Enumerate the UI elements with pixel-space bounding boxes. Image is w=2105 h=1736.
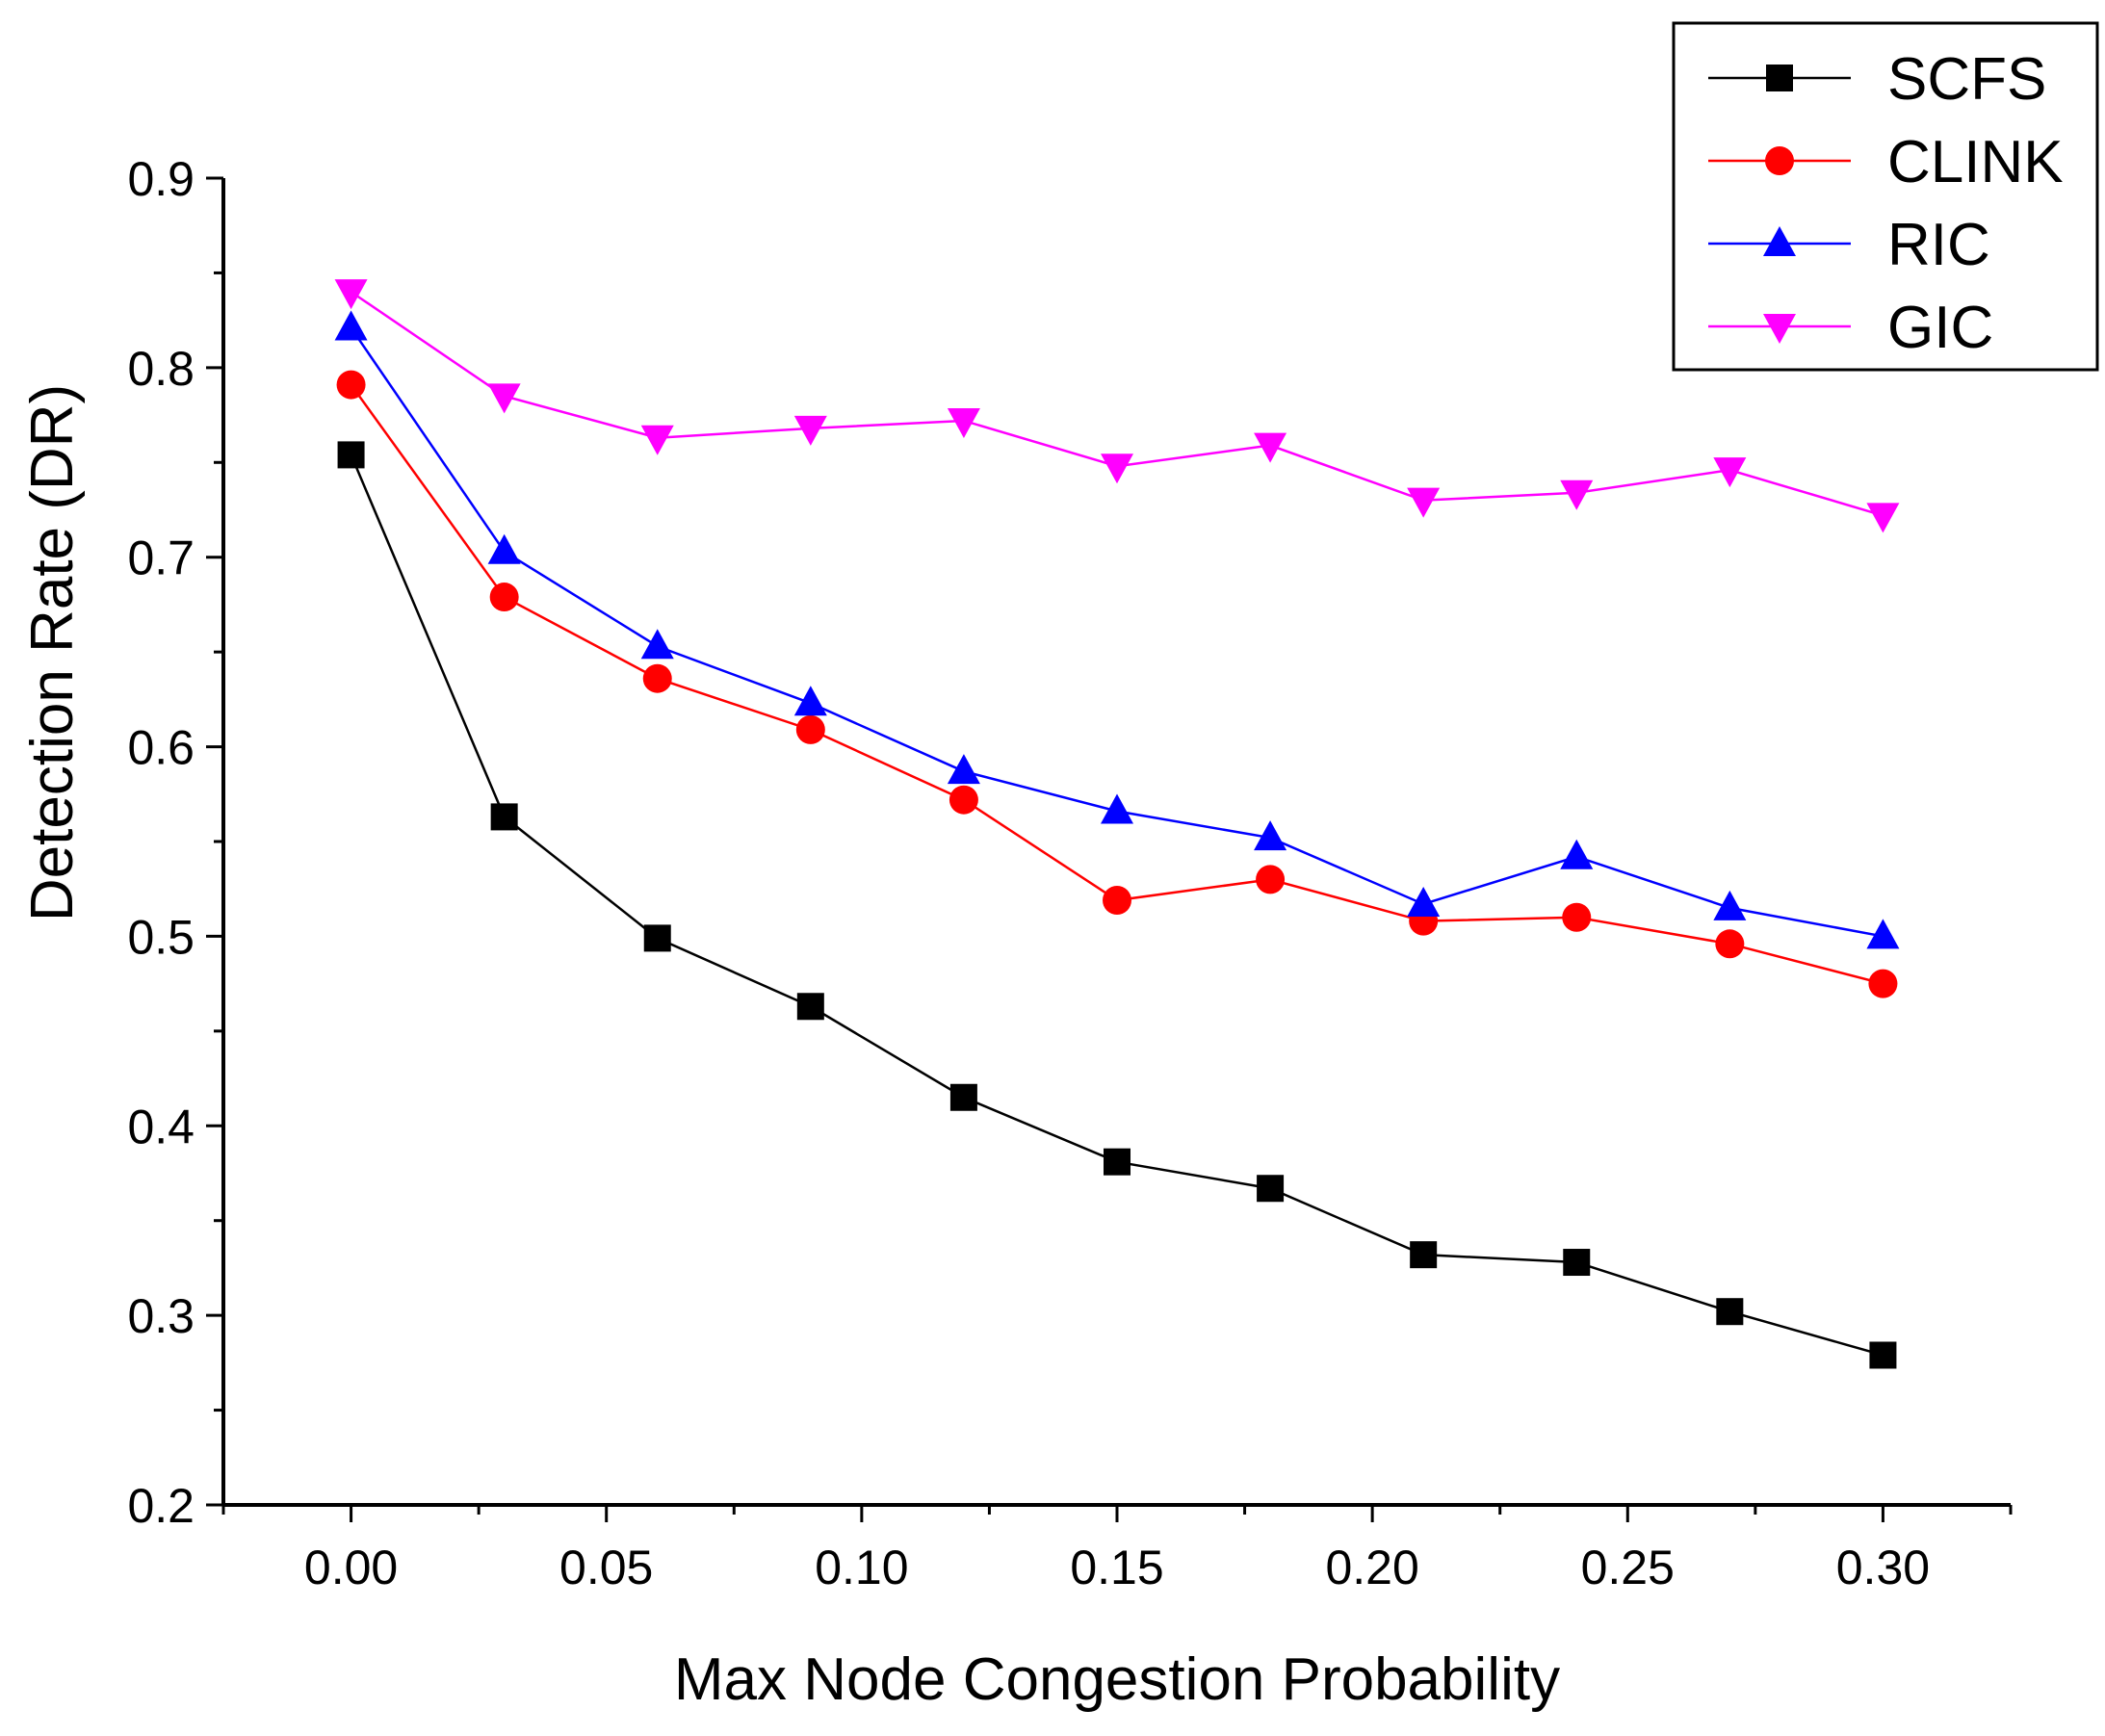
data-point-gic [487,383,521,414]
data-point-clink [795,714,825,744]
x-tick-label: 0.05 [559,1541,653,1594]
data-point-scfs [949,1083,977,1111]
data-point-ric [640,629,674,660]
legend-label: RIC [1887,212,1990,278]
data-point-ric [1407,886,1441,917]
legend-label: GIC [1887,295,1993,361]
data-point-ric [1101,793,1133,824]
legend-box [1672,21,2099,372]
y-tick-label: 0.3 [127,1289,195,1343]
data-point-scfs [1104,1148,1130,1176]
y-tick-label: 0.6 [127,721,195,775]
legend-item-scfs: SCFS [1708,46,2046,113]
data-point-scfs [796,993,824,1021]
y-tick-label: 0.4 [127,1100,195,1153]
legend: SCFS CLINK RIC GIC [1672,21,2099,372]
data-point-ric [1866,919,1900,949]
series-line-ric [350,326,1884,938]
data-point-scfs [1563,1249,1591,1277]
series-ric [334,310,1900,949]
data-point-ric [793,686,827,716]
data-point-gic [640,425,674,455]
y-tick-label: 0.5 [127,910,195,964]
data-point-clink [1256,865,1286,894]
legend-marker [1763,314,1796,344]
data-point-ric [1560,839,1594,869]
data-point-ric [1254,820,1287,851]
data-point-scfs [1869,1341,1897,1369]
x-tick-label: 0.00 [304,1541,398,1594]
legend-marker [1766,65,1793,91]
data-point-clink [1715,929,1745,959]
data-point-gic [1101,453,1133,484]
data-point-clink [1562,902,1592,932]
y-tick-label: 0.9 [127,152,195,206]
data-point-scfs [1716,1298,1744,1326]
data-point-ric [947,754,980,785]
data-point-gic [334,279,368,310]
series-layer [334,279,1900,1369]
x-tick-label: 0.20 [1325,1541,1418,1594]
data-point-scfs [490,803,518,831]
data-point-scfs [1410,1241,1438,1269]
data-point-gic [1866,503,1900,533]
axes: 0.2 0.3 0.4 0.5 0.6 0.7 0.8 0.9 0.00 0.05 0.10 0.15… [127,152,2013,1594]
data-point-clink [489,583,519,612]
data-point-ric [334,310,368,341]
y-tick-label: 0.7 [127,531,195,585]
legend-marker [1765,146,1794,175]
data-point-gic [1407,487,1441,518]
x-tick-label: 0.30 [1836,1541,1930,1594]
data-point-ric [1713,890,1747,920]
data-point-clink [1103,886,1131,916]
x-tick-label: 0.10 [815,1541,908,1594]
legend-item-ric: RIC [1708,212,1990,278]
data-point-gic [1560,479,1594,510]
data-point-ric [487,533,521,564]
x-tick-label: 0.15 [1070,1541,1163,1594]
legend-marker [1763,226,1796,256]
data-point-scfs [643,924,671,952]
data-point-gic [947,407,980,438]
data-point-clink [642,663,672,693]
data-point-gic [1713,457,1747,488]
legend-label: SCFS [1887,46,2046,113]
y-axis-title: Detection Rate (DR) [19,384,86,921]
y-tick-label: 0.2 [127,1479,195,1533]
y-tick-label: 0.8 [127,342,195,396]
legend-item-clink: CLINK [1708,129,2064,195]
data-point-scfs [1257,1175,1285,1203]
x-tick-label: 0.25 [1581,1541,1675,1594]
data-point-gic [793,415,827,446]
legend-label: CLINK [1887,129,2064,195]
data-point-gic [1254,432,1287,463]
legend-item-gic: GIC [1708,295,1993,361]
series-clink [336,370,1898,998]
data-point-clink [336,370,366,400]
data-point-scfs [337,441,365,469]
data-point-clink [1868,969,1898,998]
series-gic [334,279,1900,533]
x-axis-title: Max Node Congestion Probability [674,1646,1560,1713]
data-point-clink [949,785,978,815]
series-scfs [337,441,1897,1369]
